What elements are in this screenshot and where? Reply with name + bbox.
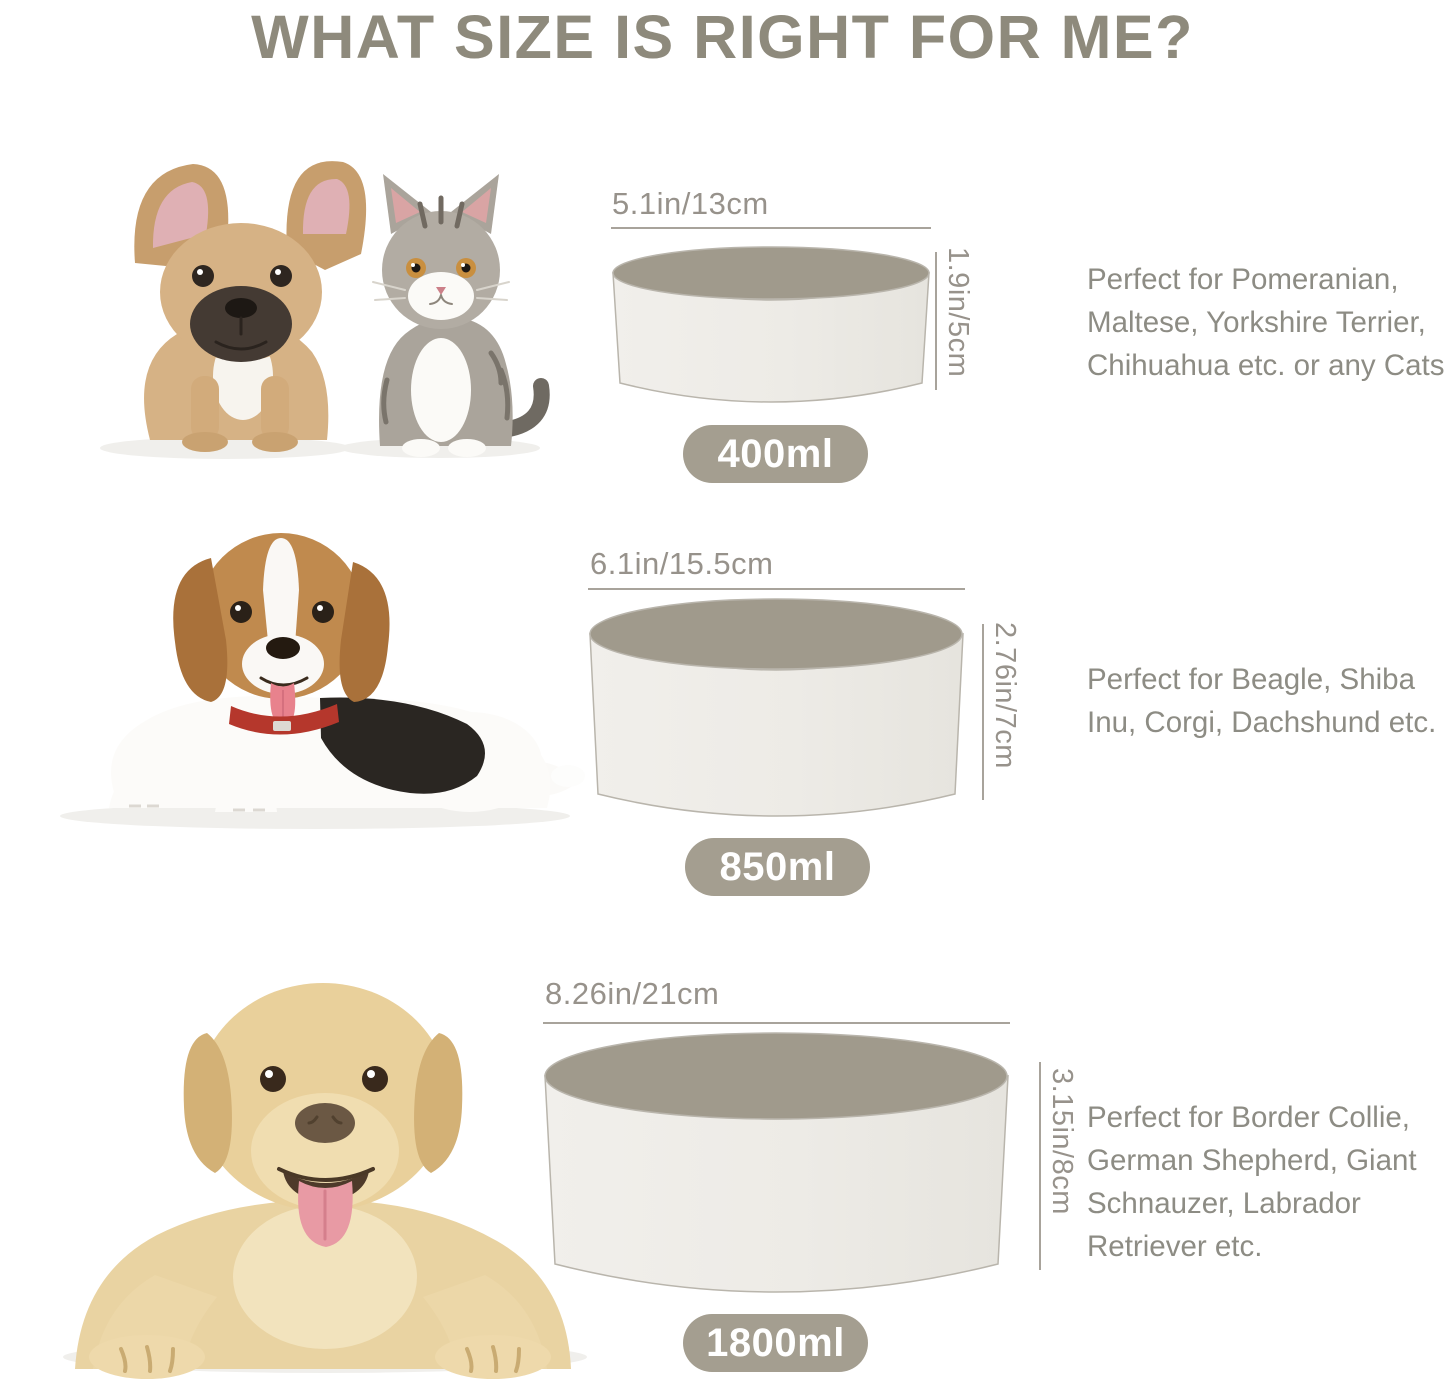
bowl-height-label-small: 1.9in/5cm [942, 247, 974, 378]
bowl-illustration-large [544, 1032, 1009, 1293]
width-measure-line-large [543, 1022, 1010, 1024]
width-measure-line-medium [588, 588, 965, 590]
size-description-small: Perfect for Pomeranian, Maltese, Yorkshi… [1087, 263, 1445, 382]
width-measure-line-small [611, 227, 931, 229]
size-description-large: Perfect for Border Collie, German Shephe… [1087, 1101, 1417, 1263]
photo-beagle [60, 533, 585, 829]
height-measure-line-large [1039, 1062, 1041, 1270]
bowl-height-label-medium: 2.76in/7cm [989, 622, 1021, 769]
bowl-illustration-medium [589, 598, 964, 817]
height-measure-line-small [935, 252, 937, 390]
capacity-badge-small: 400ml [683, 425, 868, 483]
page-title: WHAT SIZE IS RIGHT FOR ME? [251, 3, 1194, 71]
capacity-badge-medium: 850ml [685, 838, 870, 896]
height-measure-line-medium [982, 624, 984, 800]
photo-french-bulldog-and-kitten [100, 161, 550, 459]
bowl-width-label-small: 5.1in/13cm [612, 186, 769, 221]
bowl-width-label-large: 8.26in/21cm [545, 976, 720, 1011]
bowl-height-label-large: 3.15in/8cm [1046, 1068, 1078, 1215]
photo-labrador-retriever [63, 983, 587, 1379]
size-description-medium: Perfect for Beagle, Shiba Inu, Corgi, Da… [1087, 663, 1437, 739]
capacity-badge-large: 1800ml [683, 1314, 868, 1372]
bowl-width-label-medium: 6.1in/15.5cm [590, 546, 774, 581]
bowl-illustration-small [612, 246, 930, 403]
